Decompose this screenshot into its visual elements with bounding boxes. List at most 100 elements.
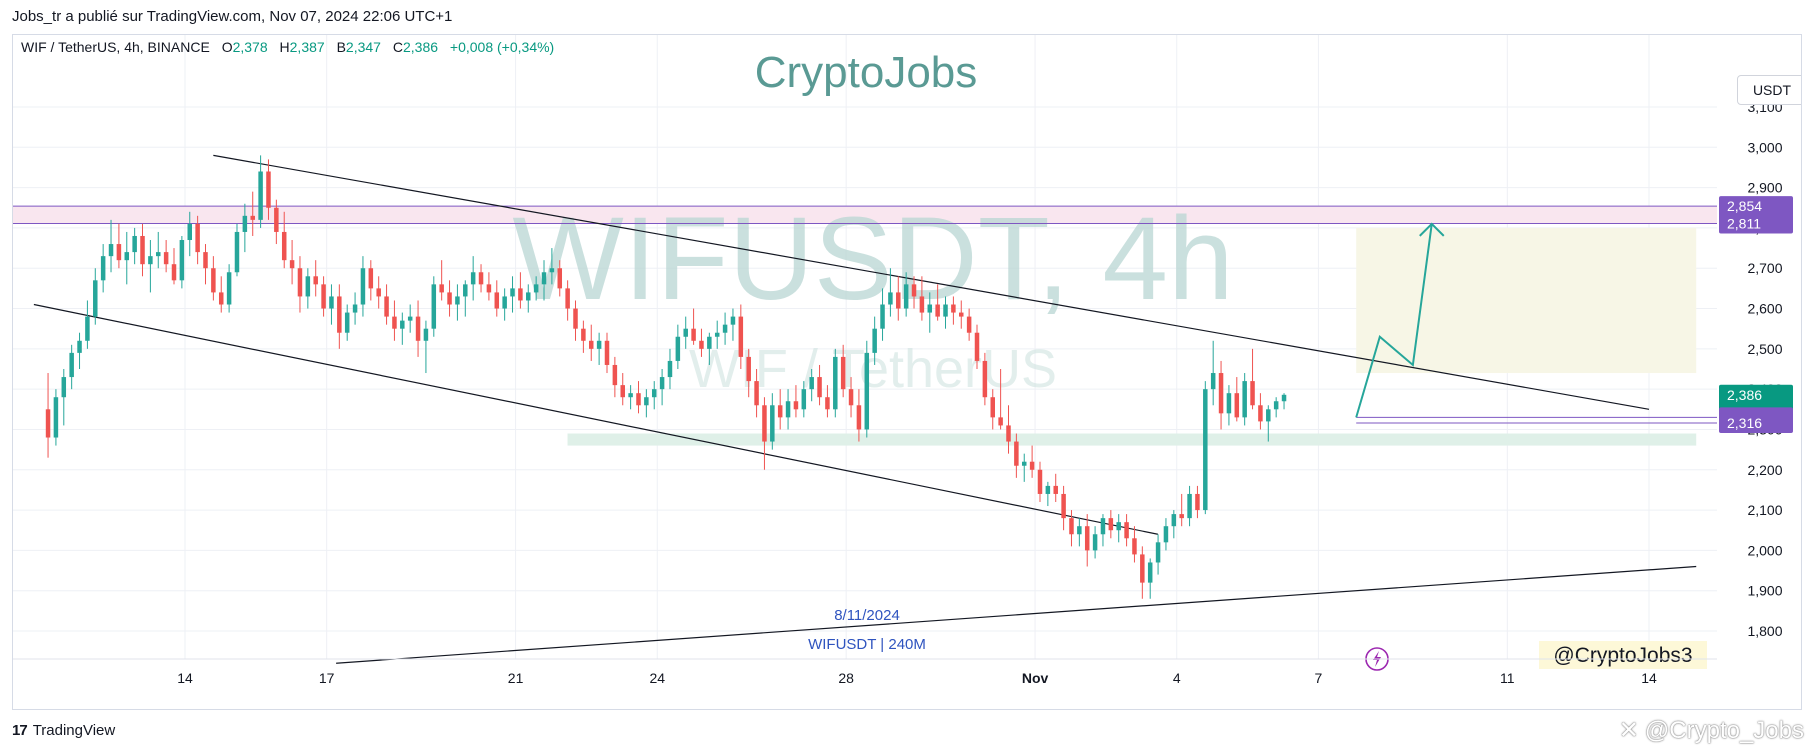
candle[interactable]: [628, 385, 633, 410]
candle[interactable]: [1218, 360, 1224, 430]
candle[interactable]: [856, 389, 862, 442]
candle[interactable]: [667, 348, 673, 390]
candle[interactable]: [1226, 385, 1232, 426]
candle[interactable]: [510, 276, 515, 313]
candle[interactable]: [659, 369, 665, 406]
candle[interactable]: [888, 268, 893, 317]
candle[interactable]: [1116, 514, 1121, 543]
candle[interactable]: [966, 308, 972, 341]
candle[interactable]: [565, 280, 570, 321]
candle[interactable]: [935, 284, 940, 321]
candle[interactable]: [903, 272, 909, 317]
candle[interactable]: [604, 332, 610, 374]
candle[interactable]: [1124, 514, 1129, 547]
candle[interactable]: [1195, 485, 1200, 519]
candle[interactable]: [486, 272, 492, 301]
candle[interactable]: [179, 235, 185, 289]
candle[interactable]: [305, 268, 311, 309]
candle[interactable]: [1242, 373, 1247, 426]
candle[interactable]: [156, 231, 161, 269]
candle[interactable]: [502, 288, 507, 321]
candle[interactable]: [85, 300, 90, 349]
candle[interactable]: [1132, 526, 1137, 563]
candle[interactable]: [140, 223, 145, 277]
candle[interactable]: [518, 272, 523, 309]
candle[interactable]: [1203, 381, 1208, 515]
candle[interactable]: [919, 276, 925, 321]
candle[interactable]: [896, 276, 901, 321]
candle[interactable]: [423, 320, 429, 374]
candle[interactable]: [1069, 510, 1074, 547]
candle[interactable]: [281, 211, 287, 269]
candle[interactable]: [1084, 514, 1090, 567]
candle[interactable]: [549, 248, 555, 285]
candle[interactable]: [833, 348, 838, 418]
candle[interactable]: [533, 276, 539, 301]
candle[interactable]: [1092, 526, 1098, 559]
candle[interactable]: [809, 369, 814, 402]
candle[interactable]: [557, 260, 563, 297]
candle[interactable]: [1100, 514, 1106, 547]
candle[interactable]: [620, 373, 625, 406]
candle[interactable]: [1234, 377, 1240, 422]
candle[interactable]: [242, 203, 248, 253]
candle[interactable]: [116, 223, 122, 269]
candle[interactable]: [376, 276, 381, 309]
candle[interactable]: [171, 248, 177, 285]
candle[interactable]: [880, 288, 885, 341]
tradingview-logo[interactable]: ⁠17 TradingView: [12, 722, 115, 739]
candle[interactable]: [1021, 453, 1027, 482]
candle[interactable]: [321, 276, 326, 317]
candle[interactable]: [1140, 546, 1145, 599]
candle[interactable]: [1179, 493, 1184, 527]
candle[interactable]: [990, 389, 996, 430]
candle[interactable]: [360, 256, 366, 317]
candle[interactable]: [651, 381, 657, 410]
candle[interactable]: [793, 385, 799, 418]
candle[interactable]: [1187, 485, 1192, 527]
candle[interactable]: [785, 389, 791, 430]
candle[interactable]: [1155, 534, 1161, 575]
candle[interactable]: [344, 304, 350, 341]
candle[interactable]: [415, 300, 421, 357]
candle[interactable]: [61, 369, 67, 426]
candle[interactable]: [1258, 393, 1263, 430]
candle[interactable]: [581, 320, 586, 353]
candle[interactable]: [754, 369, 759, 418]
candle[interactable]: [1171, 510, 1177, 539]
candle[interactable]: [195, 215, 200, 265]
candle[interactable]: [463, 280, 468, 317]
candle[interactable]: [864, 340, 870, 438]
candle[interactable]: [943, 296, 948, 329]
candle[interactable]: [218, 276, 224, 313]
candle[interactable]: [470, 256, 476, 301]
candle[interactable]: [352, 292, 358, 325]
candle[interactable]: [1014, 433, 1019, 478]
candle[interactable]: [211, 256, 216, 301]
candle[interactable]: [817, 364, 822, 406]
candle[interactable]: [226, 264, 232, 313]
candle[interactable]: [124, 231, 130, 285]
candle[interactable]: [274, 199, 279, 245]
candle[interactable]: [266, 159, 271, 220]
candle[interactable]: [407, 304, 413, 333]
candle[interactable]: [108, 219, 114, 273]
candle[interactable]: [1281, 393, 1287, 410]
projection-path[interactable]: [1355, 223, 1433, 418]
candle[interactable]: [1273, 397, 1279, 418]
candle[interactable]: [927, 292, 933, 333]
candle[interactable]: [722, 312, 728, 345]
channel-lower[interactable]: [33, 303, 1158, 535]
candle[interactable]: [612, 356, 618, 398]
candle[interactable]: [234, 223, 240, 277]
candle[interactable]: [439, 260, 444, 301]
candle[interactable]: [730, 308, 736, 341]
candle[interactable]: [53, 389, 59, 446]
candle[interactable]: [1006, 405, 1011, 454]
candle[interactable]: [683, 316, 688, 349]
candle[interactable]: [148, 240, 153, 293]
candle[interactable]: [337, 284, 342, 349]
candle[interactable]: [707, 332, 712, 365]
chart-panel[interactable]: WIFUSDT, 4h WIF / TetherUS CryptoJobs WI…: [12, 34, 1802, 710]
candle[interactable]: [431, 276, 437, 337]
